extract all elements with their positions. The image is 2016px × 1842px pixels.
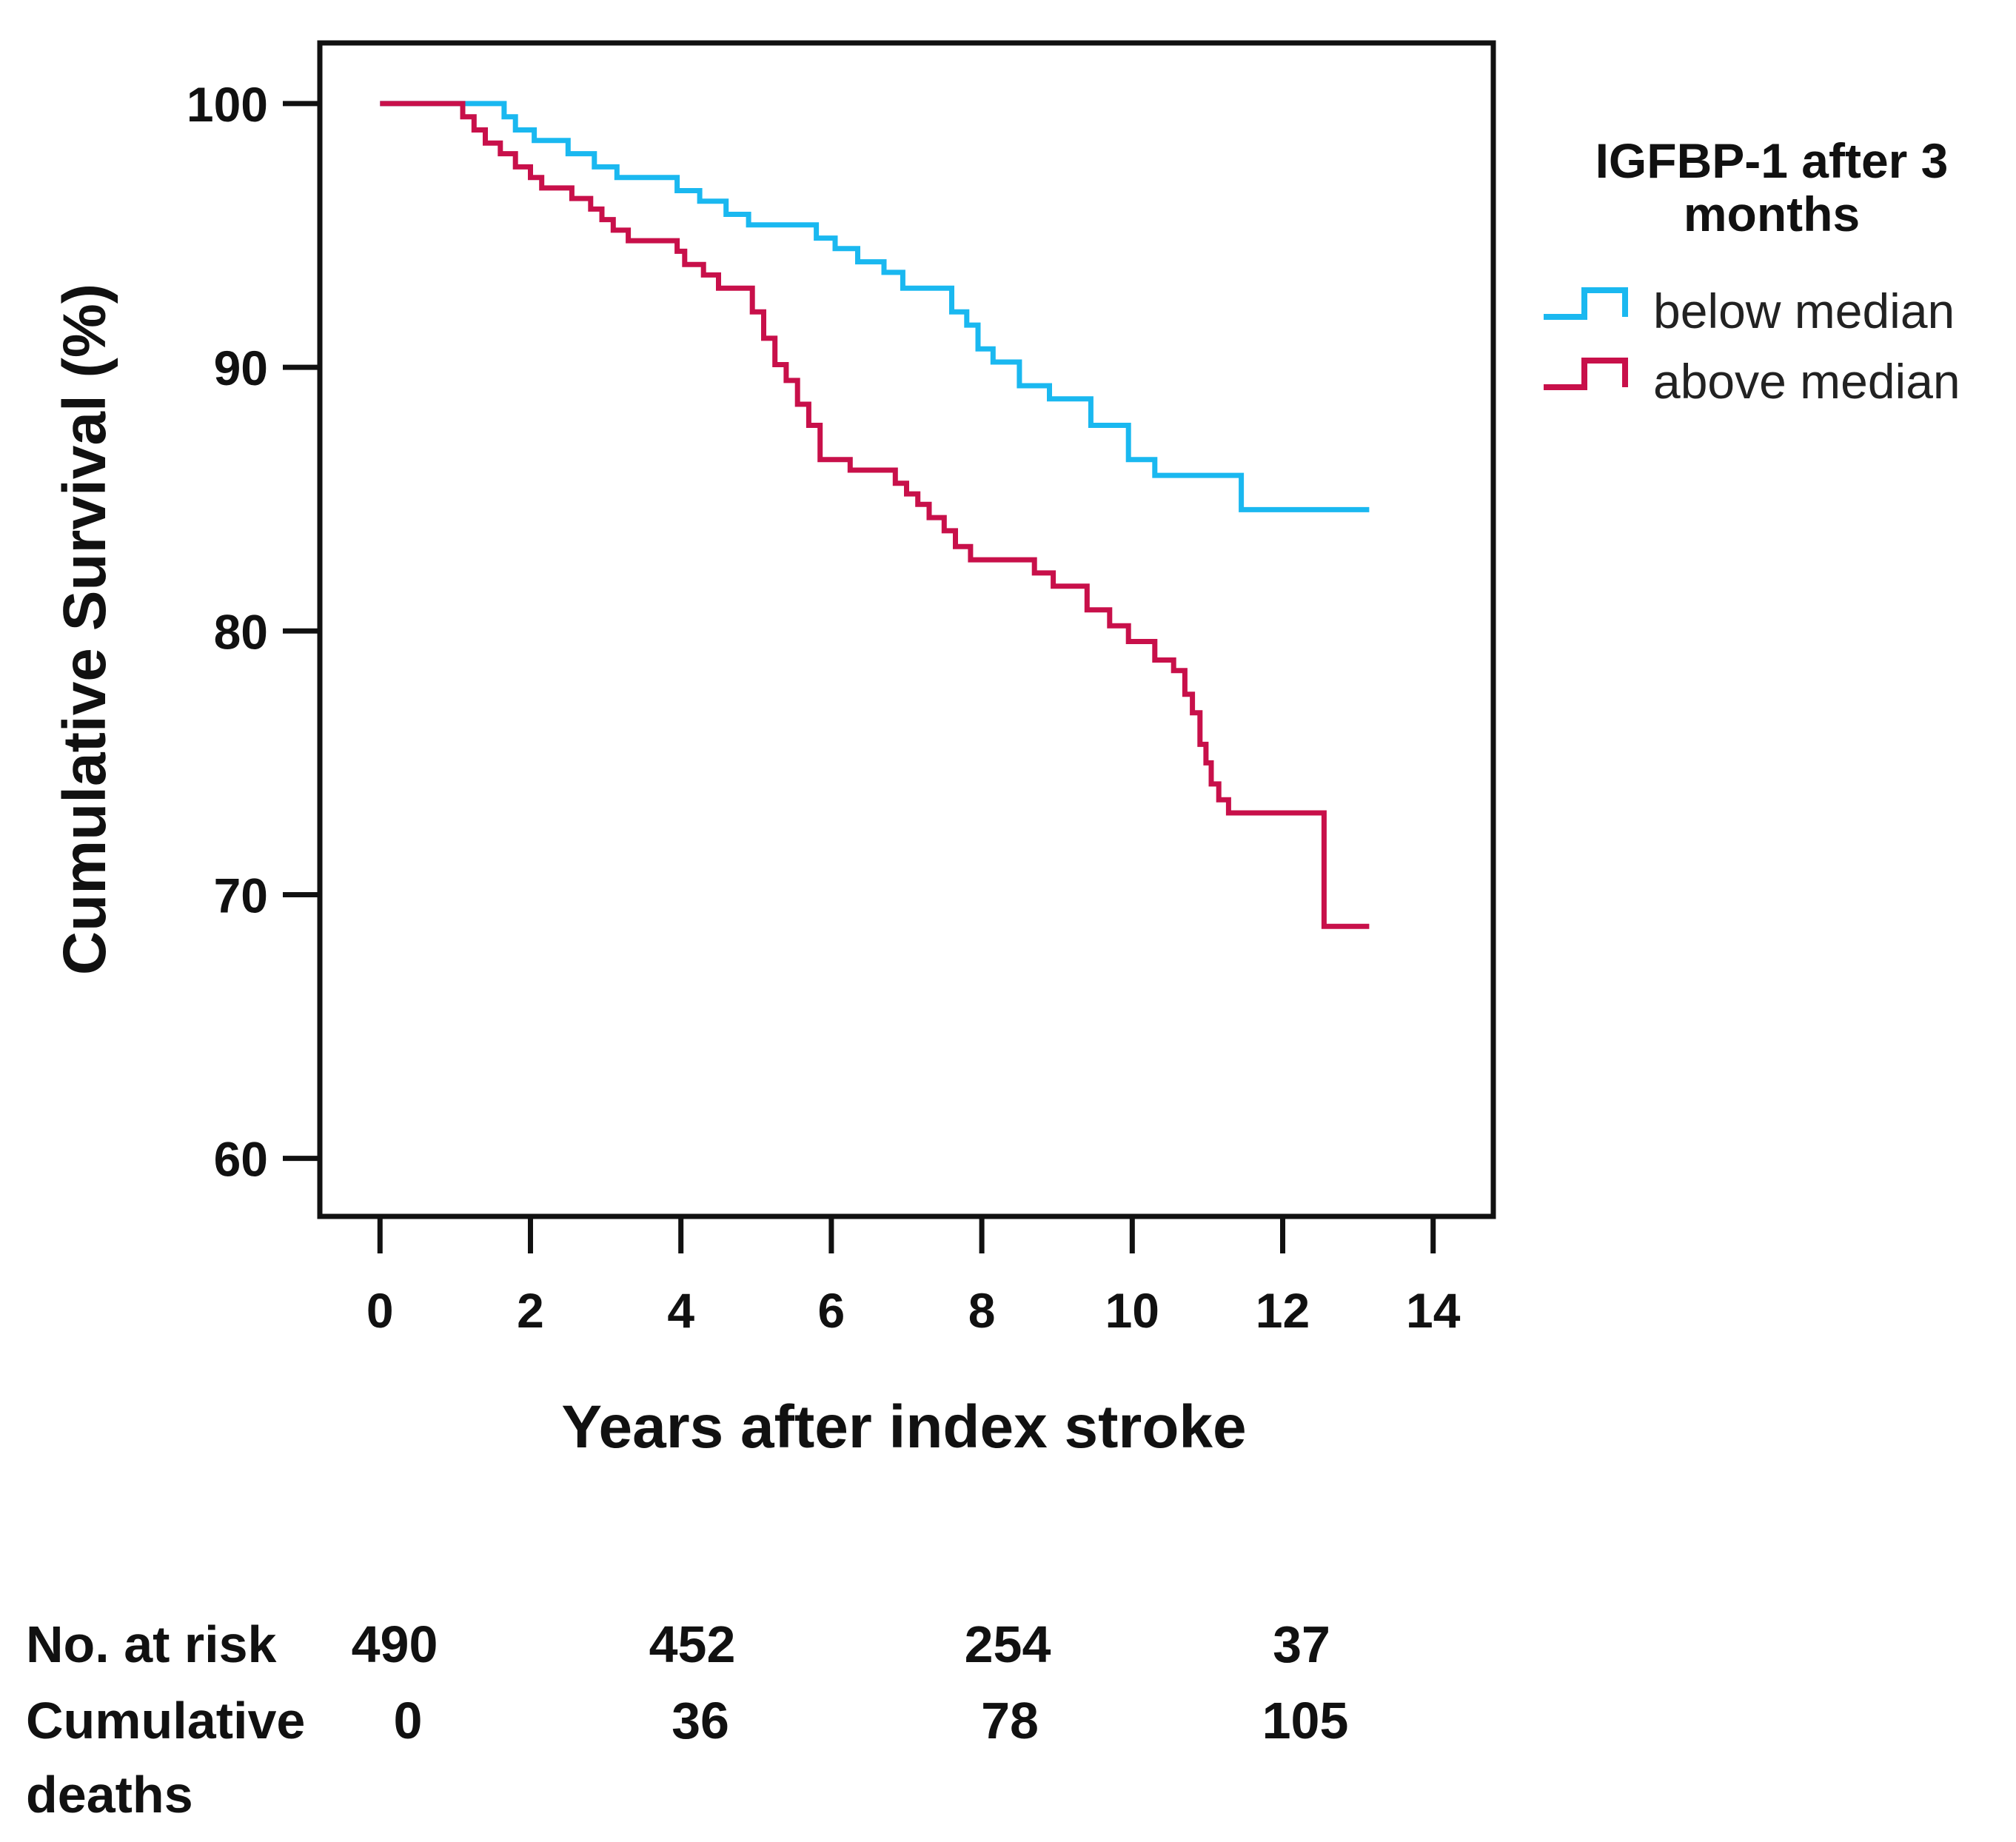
x-tick-label-2: 2 [517, 1283, 544, 1338]
x-tick-label-4: 4 [667, 1283, 694, 1338]
y-tick-label-100: 100 [187, 77, 268, 132]
legend: IGFBP-1 after 3 months below median abov… [1544, 133, 1960, 409]
x-tick-label-14: 14 [1406, 1283, 1461, 1338]
risk-value-at-risk-3: 37 [1273, 1615, 1330, 1673]
y-axis: 60 70 80 90 100 [187, 77, 320, 1187]
risk-value-deaths-2: 78 [981, 1692, 1039, 1749]
legend-swatch-below-median [1544, 287, 1628, 320]
x-tick-label-8: 8 [968, 1283, 996, 1338]
series-line-above-median [380, 101, 1370, 929]
risk-value-deaths-0: 0 [394, 1692, 423, 1749]
x-tick-label-10: 10 [1105, 1283, 1159, 1338]
risk-value-at-risk-1: 452 [649, 1615, 736, 1673]
x-tick-label-12: 12 [1256, 1283, 1310, 1338]
x-tick-label-0: 0 [366, 1283, 394, 1338]
legend-label-above-median: above median [1653, 354, 1960, 409]
y-axis-title: Cumulative Survival (%) [51, 284, 118, 975]
y-tick-label-60: 60 [214, 1132, 268, 1187]
risk-value-at-risk-0: 490 [352, 1615, 438, 1673]
risk-value-deaths-3: 105 [1262, 1692, 1349, 1749]
risk-row-label-deaths-line-2: deaths [26, 1766, 193, 1823]
risk-value-at-risk-2: 254 [965, 1615, 1051, 1673]
risk-value-deaths-1: 36 [672, 1692, 729, 1749]
series-line-below-median [380, 101, 1370, 512]
legend-title-line-2: months [1684, 187, 1860, 241]
risk-row-label-deaths-line-1: Cumulative [26, 1692, 305, 1749]
legend-swatch-above-median [1544, 358, 1628, 390]
y-tick-label-90: 90 [214, 341, 268, 395]
risk-row-label-at-risk: No. at risk [26, 1615, 277, 1673]
x-tick-label-6: 6 [818, 1283, 845, 1338]
y-tick-label-80: 80 [214, 604, 268, 659]
risk-table: No. at risk 490 452 254 37 Cumulative de… [26, 1615, 1348, 1823]
y-tick-label-70: 70 [214, 868, 268, 922]
legend-label-below-median: below median [1653, 284, 1955, 338]
survival-curves [380, 101, 1370, 929]
x-axis-title: Years after index stroke [561, 1393, 1246, 1461]
x-axis: 0 2 4 6 8 10 12 14 [366, 1216, 1461, 1338]
legend-title-line-1: IGFBP-1 after 3 [1595, 133, 1949, 188]
